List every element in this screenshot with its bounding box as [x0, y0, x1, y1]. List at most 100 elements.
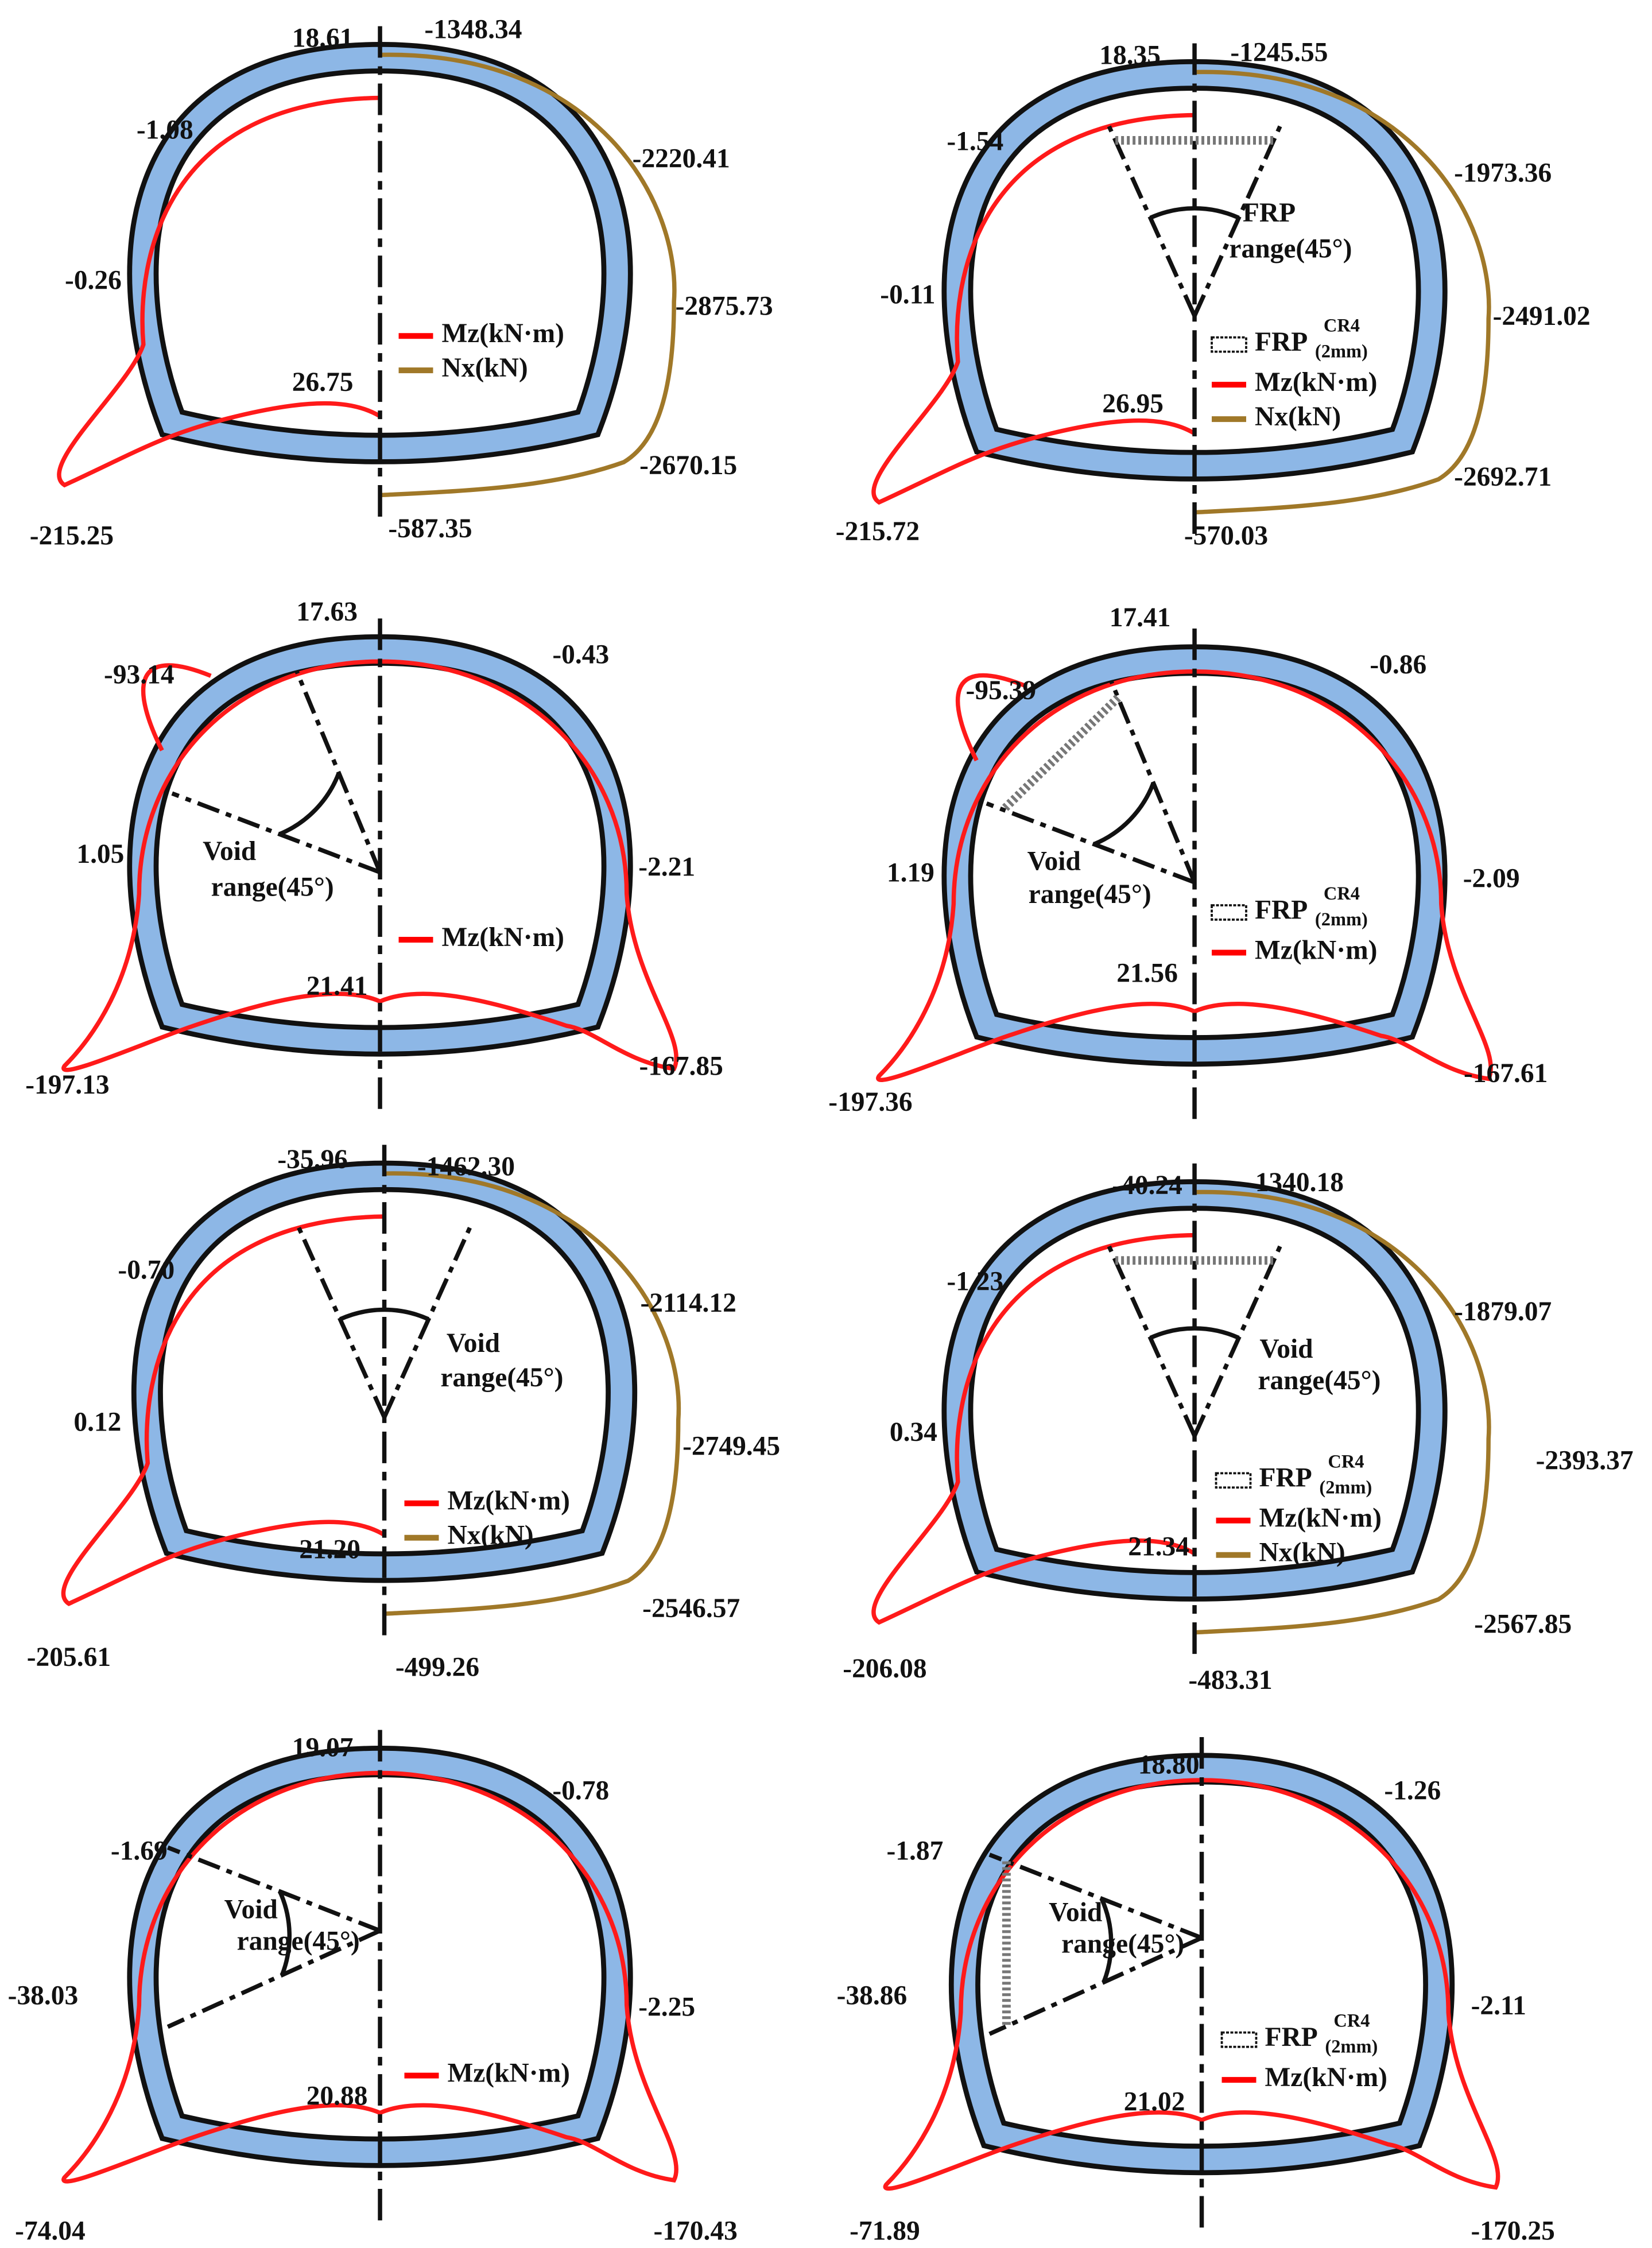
- range-annotation: Void: [203, 836, 256, 866]
- value-label: -1.08: [137, 115, 193, 145]
- value-label: -2.21: [638, 852, 695, 882]
- value-label: -170.25: [1471, 2216, 1555, 2246]
- legend-label: Mz(kN·m): [447, 1486, 569, 1516]
- value-label: 19.07: [292, 1732, 354, 1762]
- legend-label: Mz(kN·m): [447, 2058, 569, 2088]
- value-label: -1.26: [1384, 1776, 1441, 1805]
- range-annotation: range(45°): [440, 1363, 563, 1393]
- range-annotation: range(45°): [211, 872, 334, 902]
- range-annotation: range(45°): [1029, 879, 1151, 909]
- legend-label: Nx(kN): [1255, 402, 1341, 432]
- legend-label: Mz(kN·m): [441, 319, 564, 348]
- mz-curve: [956, 673, 1026, 762]
- value-label: -2546.57: [642, 1594, 740, 1623]
- range-annotation: Void: [1027, 846, 1081, 876]
- value-label: -2491.02: [1493, 301, 1591, 331]
- value-label: 26.75: [292, 367, 354, 397]
- value-label: 26.95: [1102, 389, 1164, 419]
- value-label: -74.04: [15, 2216, 86, 2246]
- legend-sup: CR4: [1324, 316, 1360, 336]
- value-label: -167.61: [1464, 1059, 1548, 1088]
- angle-arc: [1093, 782, 1155, 847]
- value-label: -197.36: [828, 1087, 912, 1117]
- range-line: [382, 1226, 472, 1418]
- angle-arc: [1149, 1326, 1240, 1340]
- value-label: -71.89: [850, 2216, 920, 2246]
- mz-curve: [61, 1214, 386, 1606]
- legend-label: FRP: [1255, 327, 1308, 357]
- value-label: 0.12: [73, 1407, 121, 1437]
- value-label: -0.78: [552, 1776, 609, 1805]
- nx-curve: [1194, 1189, 1491, 1635]
- legend-marker: [1215, 1472, 1252, 1489]
- value-label: -587.35: [388, 514, 472, 544]
- lining: [953, 1758, 1450, 2171]
- tunnel-panel: [871, 1163, 1491, 1654]
- value-label: -2220.41: [633, 144, 730, 173]
- value-label: -2670.15: [639, 451, 737, 480]
- nx-curve: [384, 1171, 681, 1616]
- value-label: -40.24: [1112, 1170, 1182, 1200]
- range-annotation: range(45°): [1061, 1929, 1184, 1959]
- lining: [132, 1750, 628, 2163]
- angle-arc: [339, 1307, 430, 1321]
- value-label: -1.54: [947, 126, 1003, 156]
- value-label: -0.70: [118, 1255, 174, 1285]
- value-label: -1879.07: [1454, 1297, 1552, 1327]
- range-line: [296, 1226, 386, 1418]
- legend-label: FRP: [1265, 2022, 1317, 2052]
- legend-marker: [1211, 336, 1247, 353]
- angle-arc: [278, 1890, 292, 1976]
- value-label: 21.02: [1124, 2087, 1185, 2117]
- value-label: -206.08: [843, 1654, 926, 1684]
- legend-label: Mz(kN·m): [1255, 367, 1377, 397]
- value-label: 17.41: [1110, 603, 1171, 633]
- tunnel-panel: [876, 628, 1494, 1119]
- value-label: -170.43: [654, 2216, 738, 2246]
- value-label: -205.61: [27, 1642, 111, 1672]
- value-label: -35.96: [277, 1145, 348, 1175]
- value-label: -0.43: [552, 640, 609, 670]
- legend-label: Mz(kN·m): [1255, 935, 1377, 965]
- value-label: 21.34: [1128, 1532, 1189, 1562]
- value-label: -2114.12: [640, 1288, 736, 1318]
- value-label: -0.26: [65, 266, 122, 296]
- legend-sup: CR4: [1328, 1451, 1364, 1472]
- tunnel-panel: [61, 618, 678, 1109]
- lining: [947, 1184, 1442, 1597]
- range-line: [1109, 680, 1197, 883]
- value-label: -2875.73: [676, 292, 773, 321]
- legend-label: FRP: [1259, 1463, 1312, 1493]
- tunnel-panel: [871, 43, 1491, 534]
- range-annotation: range(45°): [1229, 234, 1352, 264]
- range-line: [1106, 1244, 1197, 1437]
- range-line: [1106, 124, 1197, 317]
- lining: [947, 64, 1442, 477]
- mz-curve: [871, 113, 1196, 505]
- angle-arc: [1099, 1897, 1114, 1983]
- mz-curve: [871, 1232, 1196, 1625]
- mz-curve: [883, 1778, 1500, 2191]
- value-label: 1.19: [887, 858, 934, 887]
- range-annotation: Void: [224, 1895, 278, 1925]
- value-label: -95.39: [965, 676, 1036, 706]
- mz-curve: [61, 1770, 678, 2184]
- value-label: 17.63: [296, 597, 358, 627]
- range-line: [1192, 1244, 1283, 1437]
- legend-sub: (2mm): [1325, 2037, 1378, 2057]
- legend-marker: [1220, 2031, 1258, 2048]
- lining: [132, 639, 628, 1052]
- tunnel-panel: [57, 26, 677, 517]
- legend-label: Nx(kN): [441, 353, 528, 383]
- legend-sub: (2mm): [1319, 1477, 1372, 1498]
- value-label: -1.23: [947, 1266, 1003, 1296]
- value-label: -499.26: [395, 1652, 479, 1682]
- legend-label: FRP: [1255, 895, 1308, 925]
- range-annotation: range(45°): [1258, 1366, 1380, 1396]
- value-label: -197.13: [25, 1070, 109, 1100]
- legend-label: Mz(kN·m): [441, 923, 564, 952]
- legend-marker: [1211, 904, 1247, 921]
- value-label: -167.85: [639, 1052, 723, 1082]
- angle-arc: [1149, 206, 1240, 220]
